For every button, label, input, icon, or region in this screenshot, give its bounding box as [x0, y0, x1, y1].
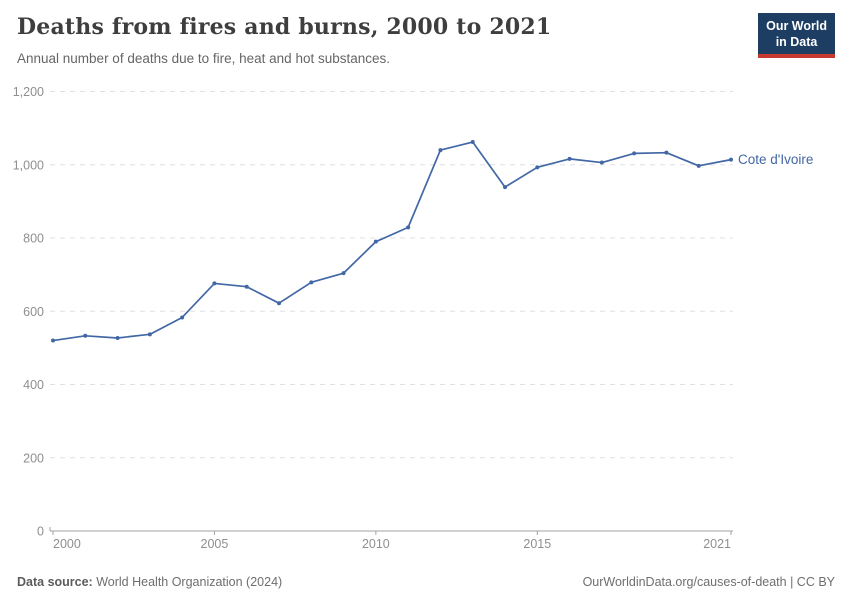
- owid-logo-line1: Our World: [766, 19, 827, 33]
- data-point[interactable]: [632, 151, 637, 156]
- data-point[interactable]: [244, 284, 249, 289]
- data-point[interactable]: [406, 225, 411, 230]
- y-tick-label: 0: [37, 525, 44, 539]
- data-point[interactable]: [309, 280, 314, 285]
- series-end-label[interactable]: Cote d'Ivoire: [738, 152, 813, 167]
- data-point[interactable]: [567, 156, 572, 161]
- page-title: Deaths from fires and burns, 2000 to 202…: [17, 14, 552, 40]
- data-source-label: Data source:: [17, 575, 93, 589]
- x-tick-label: 2005: [201, 537, 229, 551]
- data-source-value: World Health Organization (2024): [96, 575, 283, 589]
- data-point[interactable]: [277, 301, 281, 306]
- y-tick-label: 800: [23, 232, 44, 246]
- x-tick-label: 2021: [703, 537, 731, 551]
- data-point[interactable]: [51, 338, 55, 343]
- data-point[interactable]: [115, 335, 120, 340]
- data-source: Data source: World Health Organization (…: [17, 575, 282, 589]
- data-point[interactable]: [503, 185, 507, 190]
- data-point[interactable]: [535, 165, 540, 170]
- owid-logo: Our World in Data: [758, 13, 835, 58]
- credit-link[interactable]: OurWorldinData.org/causes-of-death | CC …: [582, 575, 835, 589]
- data-point[interactable]: [664, 150, 669, 155]
- data-point[interactable]: [373, 239, 378, 244]
- y-tick-label: 1,000: [13, 158, 44, 172]
- data-point[interactable]: [438, 148, 443, 153]
- data-point[interactable]: [83, 333, 88, 338]
- y-tick-label: 600: [23, 305, 44, 319]
- y-tick-label: 200: [23, 451, 44, 465]
- data-point[interactable]: [696, 163, 701, 168]
- y-tick-label: 1,200: [13, 85, 44, 99]
- chart-subtitle: Annual number of deaths due to fire, hea…: [17, 51, 391, 66]
- y-tick-label: 400: [23, 378, 44, 392]
- data-point[interactable]: [212, 281, 217, 286]
- data-point[interactable]: [147, 332, 152, 337]
- data-point[interactable]: [729, 157, 733, 162]
- owid-logo-line2: in Data: [775, 35, 818, 50]
- data-line[interactable]: [52, 141, 732, 342]
- x-tick-label: 2000: [53, 537, 81, 551]
- chart-footer: Data source: World Health Organization (…: [0, 575, 850, 589]
- x-tick-label: 2010: [362, 537, 390, 551]
- data-point[interactable]: [341, 271, 346, 276]
- x-tick-label: 2015: [523, 537, 551, 551]
- data-point[interactable]: [180, 315, 185, 320]
- data-point[interactable]: [470, 140, 475, 145]
- data-point[interactable]: [599, 160, 604, 165]
